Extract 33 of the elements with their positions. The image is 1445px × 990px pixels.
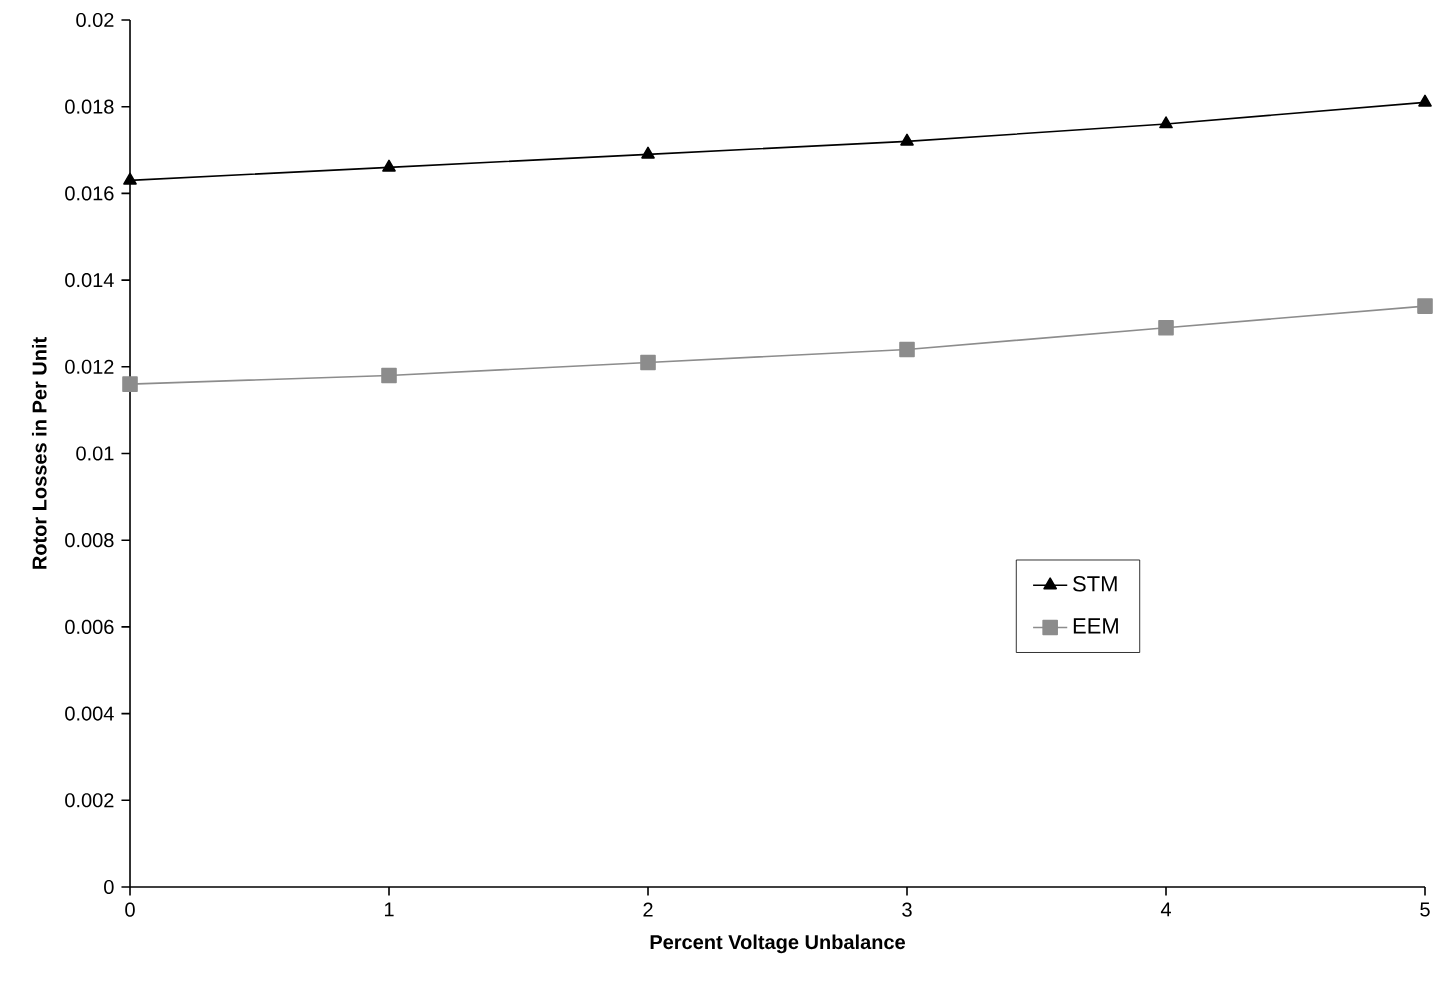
legend-label: EEM — [1073, 618, 1118, 634]
y-tick-label: 0.002 — [65, 793, 114, 808]
y-tick-label: 0.004 — [65, 706, 114, 721]
point — [1158, 319, 1174, 336]
y-tick-label: 0.01 — [76, 446, 114, 461]
point — [381, 367, 397, 384]
legend-label: STM — [1073, 576, 1117, 592]
point — [123, 172, 137, 185]
y-tick-label: 0.02 — [76, 12, 114, 28]
y-tick-label: 0 — [104, 879, 114, 895]
x-tick-label: 3 — [902, 902, 912, 917]
x-tick-label: 5 — [1420, 902, 1430, 917]
point — [641, 146, 655, 159]
point — [122, 376, 138, 392]
y-tick-label: 0.016 — [65, 186, 114, 201]
point — [900, 133, 914, 146]
y-tick-label: 0.014 — [65, 273, 114, 288]
x-tick-label: 4 — [1160, 902, 1171, 917]
y-tick-label: 0.018 — [65, 99, 114, 114]
x-axis-title: Percent Voltage Unbalance — [650, 934, 905, 954]
point — [1418, 94, 1432, 107]
x-tick-label: 2 — [643, 902, 653, 917]
x-tick-label: 1 — [384, 902, 394, 917]
y-tick-label: 0.012 — [65, 359, 114, 374]
point — [640, 354, 656, 371]
point — [1417, 298, 1433, 314]
y-tick-label: 0.008 — [65, 533, 114, 548]
y-tick-label: 0.006 — [65, 619, 114, 634]
y-axis-title: Rotor Losses in Per Unit — [31, 337, 47, 569]
point — [1159, 116, 1173, 129]
x-tick-label: 0 — [125, 902, 135, 917]
point — [382, 159, 396, 172]
point — [899, 341, 915, 358]
